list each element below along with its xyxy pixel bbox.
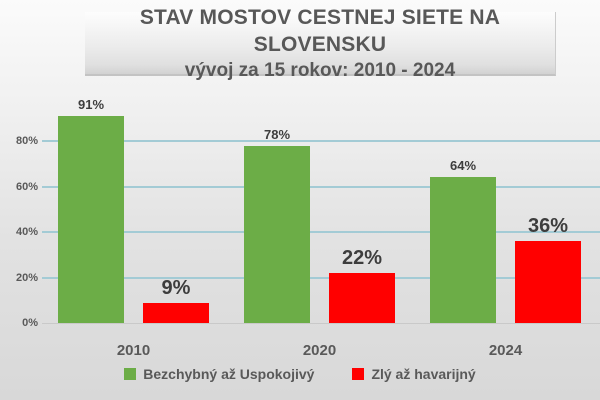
bar-2020-series1 [329, 273, 395, 323]
y-axis-label-20: 20% [15, 272, 38, 284]
chart-legend: Bezchybný až Uspokojivý Zlý až havarijný [0, 366, 600, 382]
x-axis-label-2020: 2020 [302, 342, 337, 359]
x-axis-label-2010: 2010 [116, 342, 151, 359]
chart-subtitle: vývoj za 15 rokov: 2010 - 2024 [184, 59, 456, 81]
chart-title: STAV MOSTOV CESTNEJ SIETE NA SLOVENSKU [139, 5, 501, 56]
y-axis-label-60: 60% [15, 181, 38, 193]
bar-2024-series0 [430, 177, 496, 323]
legend-item-zly: Zlý až havarijný [352, 366, 476, 382]
bar-2010-series0 [58, 116, 124, 323]
legend-swatch-green [124, 368, 137, 380]
value-label-2020-series0: 78% [263, 127, 291, 142]
y-axis-label-40: 40% [15, 226, 38, 238]
legend-item-bezchybny: Bezchybný až Uspokojivý [124, 366, 314, 382]
legend-swatch-red [352, 368, 365, 380]
value-label-2010-series1: 9% [161, 277, 191, 299]
value-label-2010-series0: 91% [77, 97, 105, 112]
gridline-60 [42, 186, 600, 188]
bar-2010-series1 [143, 303, 209, 323]
bar-2024-series1 [515, 241, 581, 323]
x-axis-line [42, 323, 600, 324]
y-axis-label-80: 80% [15, 135, 38, 147]
x-axis-label-2024: 2024 [488, 342, 523, 359]
y-axis-label-0: 0% [22, 317, 38, 329]
bar-2020-series0 [244, 146, 310, 323]
chart-title-banner: STAV MOSTOV CESTNEJ SIETE NA SLOVENSKU v… [85, 6, 556, 81]
legend-label-bezchybny: Bezchybný až Uspokojivý [143, 366, 315, 382]
gridline-40 [42, 231, 600, 233]
legend-label-zly: Zlý až havarijný [371, 366, 476, 382]
gridline-20 [42, 277, 600, 279]
value-label-2020-series1: 22% [341, 247, 383, 269]
value-label-2024-series1: 36% [527, 215, 569, 237]
gridline-80 [42, 140, 600, 142]
value-label-2024-series0: 64% [449, 158, 477, 173]
